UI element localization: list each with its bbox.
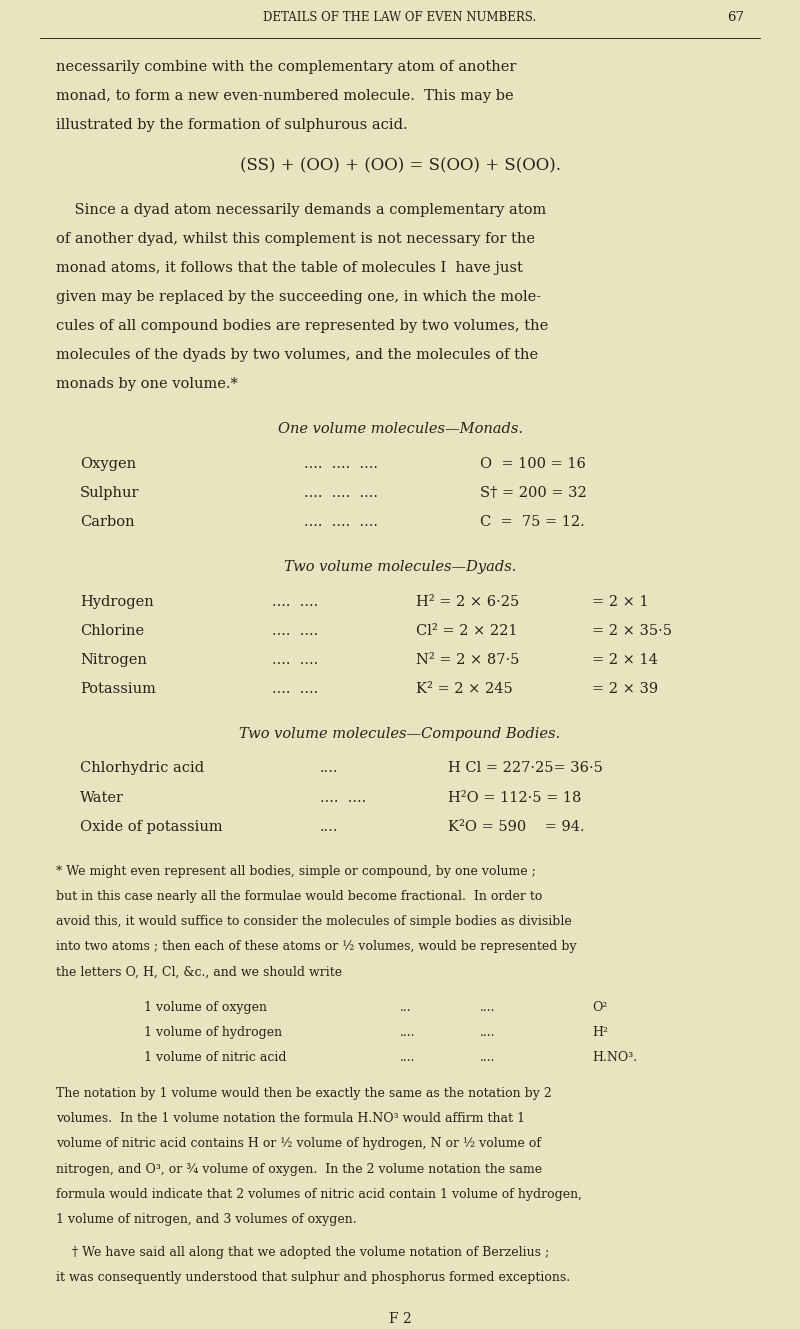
- Text: Nitrogen: Nitrogen: [80, 653, 147, 667]
- Text: ....  ....  ....: .... .... ....: [304, 516, 378, 529]
- Text: ....: ....: [320, 762, 338, 775]
- Text: ....: ....: [400, 1026, 415, 1039]
- Text: F 2: F 2: [389, 1312, 411, 1326]
- Text: H² = 2 × 6·25: H² = 2 × 6·25: [416, 594, 519, 609]
- Text: given may be replaced by the succeeding one, in which the mole-: given may be replaced by the succeeding …: [56, 290, 541, 304]
- Text: of another dyad, whilst this complement is not necessary for the: of another dyad, whilst this complement …: [56, 231, 535, 246]
- Text: H Cl = 227·25= 36·5: H Cl = 227·25= 36·5: [448, 762, 603, 775]
- Text: * We might even represent all bodies, simple or compound, by one volume ;: * We might even represent all bodies, si…: [56, 865, 536, 877]
- Text: monad atoms, it follows that the table of molecules I  have just: monad atoms, it follows that the table o…: [56, 260, 523, 275]
- Text: N² = 2 × 87·5: N² = 2 × 87·5: [416, 653, 519, 667]
- Text: Potassium: Potassium: [80, 682, 156, 696]
- Text: ....: ....: [480, 1001, 495, 1014]
- Text: formula would indicate that 2 volumes of nitric acid contain 1 volume of hydroge: formula would indicate that 2 volumes of…: [56, 1188, 582, 1201]
- Text: ...: ...: [400, 1001, 412, 1014]
- Text: Cl² = 2 × 221: Cl² = 2 × 221: [416, 623, 518, 638]
- Text: ....  ....: .... ....: [272, 623, 318, 638]
- Text: Since a dyad atom necessarily demands a complementary atom: Since a dyad atom necessarily demands a …: [56, 202, 546, 217]
- Text: O²: O²: [592, 1001, 607, 1014]
- Text: cules of all compound bodies are represented by two volumes, the: cules of all compound bodies are represe…: [56, 319, 548, 334]
- Text: H.NO³.: H.NO³.: [592, 1051, 637, 1065]
- Text: 1 volume of hydrogen: 1 volume of hydrogen: [144, 1026, 282, 1039]
- Text: † We have said all along that we adopted the volume notation of Berzelius ;: † We have said all along that we adopted…: [56, 1247, 550, 1259]
- Text: nitrogen, and O³, or ¾ volume of oxygen.  In the 2 volume notation the same: nitrogen, and O³, or ¾ volume of oxygen.…: [56, 1163, 542, 1176]
- Text: monads by one volume.*: monads by one volume.*: [56, 377, 238, 392]
- Text: One volume molecules—Monads.: One volume molecules—Monads.: [278, 423, 522, 436]
- Text: = 2 × 35·5: = 2 × 35·5: [592, 623, 672, 638]
- Text: ....  ....: .... ....: [320, 791, 366, 804]
- Text: 1 volume of oxygen: 1 volume of oxygen: [144, 1001, 267, 1014]
- Text: ....  ....: .... ....: [272, 653, 318, 667]
- Text: Two volume molecules—Compound Bodies.: Two volume molecules—Compound Bodies.: [239, 727, 561, 742]
- Text: illustrated by the formation of sulphurous acid.: illustrated by the formation of sulphuro…: [56, 118, 408, 132]
- Text: H²O = 112·5 = 18: H²O = 112·5 = 18: [448, 791, 582, 804]
- Text: ....  ....: .... ....: [272, 594, 318, 609]
- Text: 1 volume of nitrogen, and 3 volumes of oxygen.: 1 volume of nitrogen, and 3 volumes of o…: [56, 1213, 357, 1225]
- Text: but in this case nearly all the formulae would become fractional.  In order to: but in this case nearly all the formulae…: [56, 890, 542, 902]
- Text: K²O = 590    = 94.: K²O = 590 = 94.: [448, 820, 585, 833]
- Text: The notation by 1 volume would then be exactly the same as the notation by 2: The notation by 1 volume would then be e…: [56, 1087, 552, 1100]
- Text: volume of nitric acid contains H or ½ volume of hydrogen, N or ½ volume of: volume of nitric acid contains H or ½ vo…: [56, 1138, 541, 1151]
- Text: Two volume molecules—Dyads.: Two volume molecules—Dyads.: [284, 560, 516, 574]
- Text: ....  ....: .... ....: [272, 682, 318, 696]
- Text: 67: 67: [727, 11, 744, 24]
- Text: Chlorhydric acid: Chlorhydric acid: [80, 762, 204, 775]
- Text: Chlorine: Chlorine: [80, 623, 144, 638]
- Text: it was consequently understood that sulphur and phosphorus formed exceptions.: it was consequently understood that sulp…: [56, 1272, 570, 1284]
- Text: into two atoms ; then each of these atoms or ½ volumes, would be represented by: into two atoms ; then each of these atom…: [56, 940, 577, 953]
- Text: volumes.  In the 1 volume notation the formula H.NO³ would affirm that 1: volumes. In the 1 volume notation the fo…: [56, 1112, 525, 1126]
- Text: O  = 100 = 16: O = 100 = 16: [480, 457, 586, 470]
- Text: ....: ....: [320, 820, 338, 833]
- Text: ....  ....  ....: .... .... ....: [304, 457, 378, 470]
- Text: Oxygen: Oxygen: [80, 457, 136, 470]
- Text: = 2 × 14: = 2 × 14: [592, 653, 658, 667]
- Text: monad, to form a new even-numbered molecule.  This may be: monad, to form a new even-numbered molec…: [56, 89, 514, 102]
- Text: Oxide of potassium: Oxide of potassium: [80, 820, 222, 833]
- Text: ....: ....: [400, 1051, 415, 1065]
- Text: ....: ....: [480, 1026, 495, 1039]
- Text: ....  ....  ....: .... .... ....: [304, 486, 378, 500]
- Text: = 2 × 1: = 2 × 1: [592, 594, 649, 609]
- Text: Sulphur: Sulphur: [80, 486, 139, 500]
- Text: ....: ....: [480, 1051, 495, 1065]
- Text: H²: H²: [592, 1026, 608, 1039]
- Text: S† = 200 = 32: S† = 200 = 32: [480, 486, 586, 500]
- Text: the letters O, H, Cl, &c., and we should write: the letters O, H, Cl, &c., and we should…: [56, 965, 342, 978]
- Text: = 2 × 39: = 2 × 39: [592, 682, 658, 696]
- Text: necessarily combine with the complementary atom of another: necessarily combine with the complementa…: [56, 60, 516, 73]
- Text: K² = 2 × 245: K² = 2 × 245: [416, 682, 513, 696]
- Text: 1 volume of nitric acid: 1 volume of nitric acid: [144, 1051, 286, 1065]
- Text: (SS) + (OO) + (OO) = S(OO) + S(OO).: (SS) + (OO) + (OO) = S(OO) + S(OO).: [239, 158, 561, 174]
- Text: Carbon: Carbon: [80, 516, 134, 529]
- Text: C  =  75 = 12.: C = 75 = 12.: [480, 516, 585, 529]
- Text: avoid this, it would suffice to consider the molecules of simple bodies as divis: avoid this, it would suffice to consider…: [56, 916, 572, 928]
- Text: Water: Water: [80, 791, 124, 804]
- Text: DETAILS OF THE LAW OF EVEN NUMBERS.: DETAILS OF THE LAW OF EVEN NUMBERS.: [263, 11, 537, 24]
- Text: molecules of the dyads by two volumes, and the molecules of the: molecules of the dyads by two volumes, a…: [56, 348, 538, 363]
- Text: Hydrogen: Hydrogen: [80, 594, 154, 609]
